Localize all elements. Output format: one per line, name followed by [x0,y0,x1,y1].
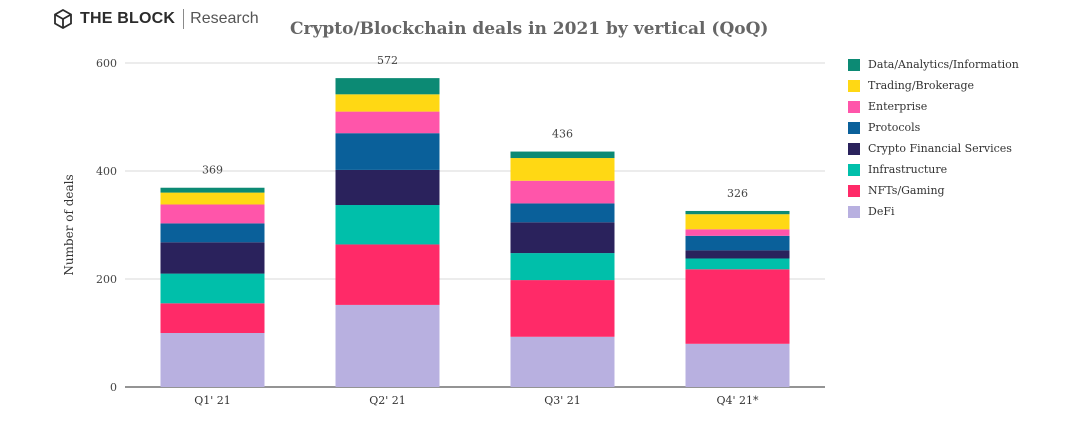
cube-icon [54,9,72,29]
bar-segment [510,336,615,387]
bar-segment [160,187,265,193]
legend-item: Protocols [848,117,1019,138]
bar-segment [685,343,790,387]
bar-segment [335,169,440,206]
legend-swatch [848,79,860,92]
bar-segment [510,158,615,181]
bar-segment [160,333,265,387]
total-label: 369 [202,164,223,177]
y-tick-label: 200 [96,273,117,286]
bar-segment [685,214,790,230]
bar-segment [685,229,790,236]
bar-segment [510,203,615,223]
bar-segment [160,303,265,333]
legend-label: Protocols [868,121,921,134]
legend-swatch [848,163,860,176]
bar-segment [160,192,265,205]
total-label: 326 [727,187,748,200]
legend-label: Trading/Brokerage [868,79,975,92]
bar-segment [160,204,265,224]
y-axis-title: Number of deals [62,174,76,275]
legend-item: Crypto Financial Services [848,138,1019,159]
x-tick-label: Q2' 21 [369,394,406,407]
legend-label: NFTs/Gaming [868,184,945,197]
legend-label: Data/Analytics/Information [868,58,1019,71]
legend-label: Crypto Financial Services [868,142,1012,155]
x-tick-label: Q3' 21 [544,394,581,407]
legend-item: Trading/Brokerage [848,75,1019,96]
bar-segment [335,133,440,170]
bar-segment [160,242,265,274]
brand: THE BLOCK Research [53,9,259,29]
total-label: 572 [377,54,398,67]
bar-segment [335,205,440,245]
bar-segment [685,210,790,215]
bar-segment [335,111,440,134]
legend-label: DeFi [868,205,895,218]
legend-item: DeFi [848,201,1019,222]
bar-segment [510,151,615,159]
total-label: 436 [552,128,573,141]
bar-segment [685,269,790,344]
chart-title: Crypto/Blockchain deals in 2021 by verti… [290,19,769,39]
bar-segment [335,304,440,387]
bar-segment [685,250,790,259]
brand-subtitle: Research [190,10,259,27]
brand-divider [183,9,185,29]
legend-label: Infrastructure [868,163,948,176]
legend-swatch [848,184,860,197]
legend-item: Data/Analytics/Information [848,54,1019,75]
legend-item: Enterprise [848,96,1019,117]
y-tick-label: 400 [96,165,117,178]
bar-segment [510,180,615,204]
bar-segment [510,253,615,281]
legend-swatch [848,205,860,218]
brand-name: THE BLOCK [80,10,176,27]
bar-segment [685,258,790,270]
legend-item: Infrastructure [848,159,1019,180]
legend: Data/Analytics/Information Trading/Broker… [848,54,1019,222]
bar-segment [160,273,265,304]
y-tick-label: 0 [110,381,117,394]
x-tick-label: Q1' 21 [194,394,231,407]
legend-swatch [848,142,860,155]
bar-segment [685,235,790,251]
bar-segment [510,222,615,254]
legend-swatch [848,100,860,113]
bar-segment [335,94,440,112]
x-tick-label: Q4' 21* [716,394,759,407]
bar-segment [160,223,265,243]
bar-segment [335,78,440,95]
legend-label: Enterprise [868,100,928,113]
bar-segment [335,244,440,305]
legend-item: NFTs/Gaming [848,180,1019,201]
legend-swatch [848,121,860,134]
y-tick-label: 600 [96,57,117,70]
bar-segment [510,280,615,337]
legend-swatch [848,58,860,71]
